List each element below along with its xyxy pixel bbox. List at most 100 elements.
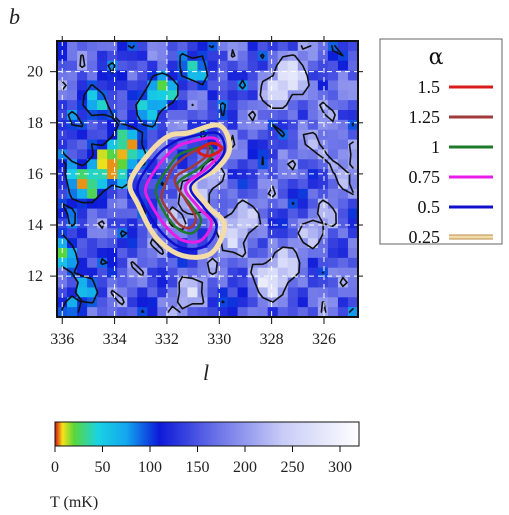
heatmap-cell (97, 149, 108, 160)
heatmap-cell (97, 198, 108, 210)
heatmap-cell (257, 248, 269, 259)
heatmap-cell (277, 139, 289, 151)
heatmap-cell (57, 41, 68, 52)
heatmap-cell (177, 179, 189, 190)
heatmap-cell (267, 179, 279, 190)
heatmap-cell (97, 208, 108, 220)
heatmap-cell (127, 297, 138, 308)
heatmap-cell (137, 179, 148, 190)
heatmap-cell (277, 257, 289, 269)
heatmap-cell (57, 248, 68, 259)
heatmap-cell (337, 100, 349, 111)
heatmap-cell (127, 267, 138, 279)
heatmap-cell (67, 218, 78, 229)
heatmap-cell (127, 139, 138, 151)
heatmap-cell (147, 41, 158, 52)
heatmap-cell (87, 257, 98, 269)
heatmap-cell (297, 287, 309, 298)
heatmap-cell (207, 139, 219, 151)
heatmap-cell (127, 248, 138, 259)
heatmap-cell (157, 149, 168, 160)
heatmap-cell (237, 198, 249, 210)
heatmap-cell (267, 60, 279, 72)
heatmap-cell (187, 257, 199, 269)
heatmap-cell (207, 110, 219, 121)
heatmap-cell (147, 208, 158, 220)
heatmap-cell (97, 90, 108, 101)
heatmap-cell (227, 60, 239, 72)
heatmap-cell (247, 208, 259, 220)
heatmap-cell (287, 257, 299, 269)
heatmap-cell (167, 90, 178, 101)
heatmap-cell (67, 228, 78, 239)
heatmap-cell (307, 208, 319, 220)
heatmap-cell (347, 228, 358, 239)
heatmap-cell (117, 129, 128, 141)
heatmap-cell (247, 188, 259, 200)
heatmap-cell (347, 129, 358, 141)
heatmap-cell (257, 90, 269, 101)
heatmap-cell (327, 119, 339, 131)
heatmap-cell (267, 159, 279, 170)
heatmap-cell (267, 257, 279, 269)
heatmap-cell (137, 297, 148, 308)
heatmap-cell (147, 90, 158, 101)
heatmap-cell (187, 90, 199, 101)
heatmap-cell (87, 188, 98, 200)
heatmap-cell (117, 50, 128, 62)
heatmap-cell (157, 267, 168, 279)
heatmap-cell (347, 100, 358, 111)
heatmap-cell (347, 110, 358, 121)
heatmap-cell (307, 119, 319, 131)
heatmap-cell (137, 238, 148, 249)
heatmap-cell (107, 248, 118, 259)
heatmap-cell (317, 169, 329, 180)
heatmap-cell (157, 80, 168, 91)
heatmap-cell (227, 119, 239, 131)
heatmap-cell (137, 41, 148, 52)
heatmap-cell (327, 287, 339, 298)
heatmap-cell (177, 218, 189, 229)
heatmap-cell (267, 100, 279, 111)
heatmap-cell (197, 60, 209, 72)
heatmap-cell (77, 90, 88, 101)
heatmap-cell (177, 119, 189, 131)
heatmap-cell (87, 307, 98, 317)
heatmap-cell (67, 198, 78, 210)
heatmap-cell (117, 198, 128, 210)
heatmap-cell (257, 218, 269, 229)
heatmap-cell (177, 208, 189, 220)
heatmap-cell (307, 80, 319, 91)
heatmap-cell (337, 218, 349, 229)
heatmap-cell (127, 208, 138, 220)
heatmap-cell (327, 188, 339, 200)
heatmap-cell (177, 307, 189, 317)
heatmap-cell (287, 179, 299, 190)
heatmap-cell (337, 208, 349, 220)
heatmap-cell (217, 80, 229, 91)
heatmap-cell (237, 41, 249, 52)
heatmap-cell (197, 70, 209, 82)
heatmap-cell (267, 149, 279, 160)
heatmap-cell (347, 169, 358, 180)
heatmap-cell (127, 41, 138, 52)
heatmap-cell (77, 110, 88, 121)
heatmap-cell (267, 287, 279, 298)
heatmap-cell (347, 159, 358, 170)
heatmap-cell (197, 218, 209, 229)
heatmap-cell (307, 50, 319, 62)
heatmap-cell (227, 228, 239, 239)
heatmap-cell (87, 100, 98, 111)
heatmap-cell (97, 179, 108, 190)
heatmap-cell (237, 169, 249, 180)
heatmap-cell (217, 100, 229, 111)
heatmap-cell (97, 257, 108, 269)
heatmap-cell (237, 179, 249, 190)
heatmap-cell (317, 129, 329, 141)
heatmap-cell (237, 257, 249, 269)
heatmap-cell (137, 70, 148, 82)
heatmap-cell (327, 90, 339, 101)
heatmap-cell (167, 277, 178, 289)
heatmap-cell (77, 169, 88, 180)
x-axis-title: l (203, 360, 209, 385)
